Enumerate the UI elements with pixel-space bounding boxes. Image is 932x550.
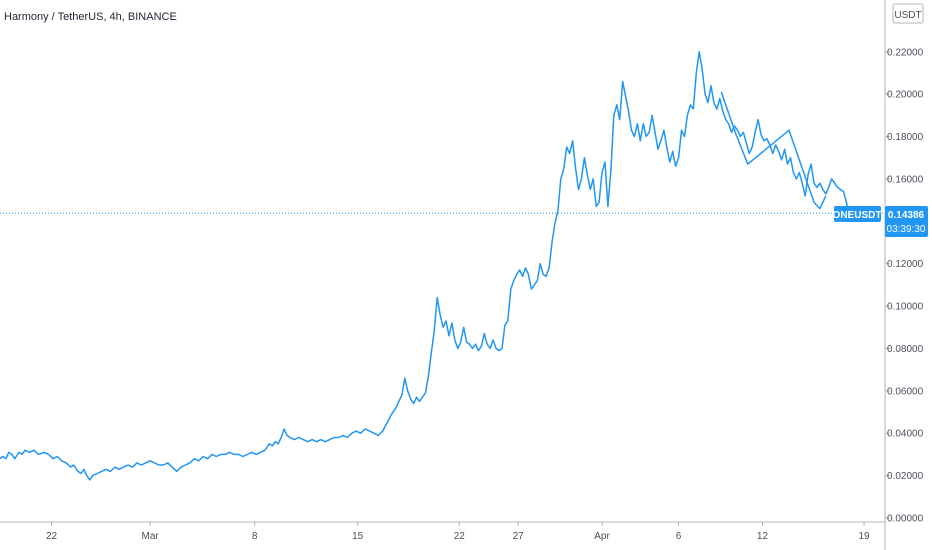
y-tick-label: 0.18000 — [887, 132, 924, 143]
last-price-tags: ONEUSDT 0.14386 03:39:30 — [833, 206, 928, 237]
x-tick-label: Mar — [142, 531, 160, 542]
y-tick-label: 0.02000 — [887, 471, 924, 482]
y-tick-label: 0.16000 — [887, 174, 924, 185]
user-drawing-line[interactable] — [720, 91, 827, 210]
x-tick-label: 8 — [252, 531, 258, 542]
x-tick-label: 15 — [352, 531, 364, 542]
bar-countdown: 03:39:30 — [887, 224, 926, 235]
chart-title: Harmony / TetherUS, 4h, BINANCE — [4, 11, 177, 23]
y-tick-label: 0.06000 — [887, 386, 924, 397]
currency-badge[interactable]: USDT — [892, 3, 924, 24]
price-series-line — [0, 51, 853, 481]
y-tick-label: 0.08000 — [887, 344, 924, 355]
x-tick-label: 6 — [676, 531, 682, 542]
x-tick-label: Apr — [594, 531, 610, 542]
y-tick-label: 0.04000 — [887, 429, 924, 440]
plot-area[interactable] — [0, 51, 885, 481]
last-price-value: 0.14386 — [888, 210, 925, 221]
y-tick-label: 0.22000 — [887, 47, 924, 58]
x-tick-label: 19 — [859, 531, 871, 542]
price-axis[interactable]: 0.00000 0.02000 0.04000 0.06000 0.08000 0.100… — [884, 0, 924, 550]
x-tick-label: 27 — [513, 531, 525, 542]
last-price-tag — [885, 206, 928, 237]
y-tick-label: 0.00000 — [887, 514, 924, 525]
y-tick-label: 0.10000 — [887, 302, 924, 313]
symbol-tag-label: ONEUSDT — [833, 210, 882, 221]
currency-badge-label: USDT — [894, 10, 921, 21]
x-tick-label: 22 — [454, 531, 466, 542]
x-tick-label: 12 — [757, 531, 769, 542]
y-tick-label: 0.20000 — [887, 90, 924, 101]
x-tick-label: 22 — [46, 531, 58, 542]
symbol-tag — [834, 206, 881, 222]
time-axis[interactable]: 22 Mar 8 15 22 27 Apr 6 12 19 — [0, 521, 885, 542]
y-tick-label: 0.12000 — [887, 259, 924, 270]
